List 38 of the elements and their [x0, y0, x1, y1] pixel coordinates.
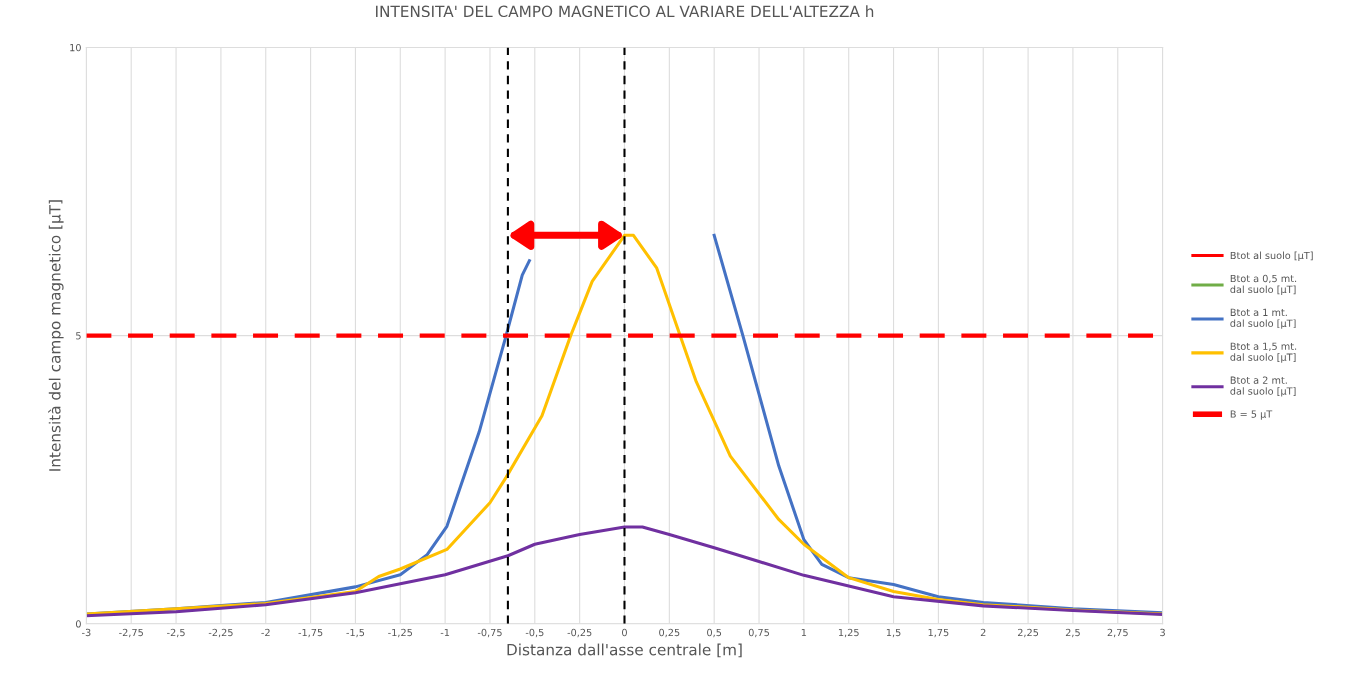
x-tick-label: 1,5 [886, 628, 901, 638]
x-tick-label: 2 [980, 628, 986, 637]
x-tick-label: -2,25 [208, 628, 233, 638]
legend-label: Btot a 2 mt. dal suolo [µT] [1230, 376, 1296, 397]
x-tick-label: -1,5 [346, 628, 365, 638]
x-tick-label: 2,25 [1017, 628, 1039, 638]
x-tick-label: 0,75 [748, 628, 769, 638]
x-tick-label: 2,5 [1065, 628, 1080, 638]
x-tick-label: 0,25 [659, 628, 680, 638]
x-tick-label: 2,75 [1107, 628, 1128, 638]
legend-label: Btot a 1,5 mt. dal suolo [µT] [1230, 342, 1297, 363]
chart-title: INTENSITA' DEL CAMPO MAGNETICO AL VARIARE DELL'ALTEZZA h [376, 5, 874, 18]
x-tick-label: 0,5 [707, 628, 722, 638]
y-tick-label: 10 [70, 43, 81, 52]
legend-label: B = 5 µT [1230, 410, 1273, 420]
x-tick-label: -2,5 [167, 628, 185, 638]
x-tick-label: -1,25 [388, 628, 412, 638]
legend-label: Btot a 1 mt. dal suolo [µT] [1230, 308, 1296, 329]
x-tick-label: 1,75 [928, 628, 949, 638]
y-tick-label: 5 [76, 332, 81, 340]
x-tick-label: 3 [1160, 628, 1165, 637]
x-tick-label: -2,75 [119, 628, 143, 638]
x-tick-label: -1,75 [298, 628, 323, 638]
x-tick-label: -0,25 [567, 628, 592, 638]
y-axis-title: Intensità del campo magnetico [µT] [48, 200, 64, 471]
x-tick-label: 1 [801, 628, 807, 637]
legend-label: Btot a 0,5 mt. dal suolo [µT] [1230, 274, 1297, 295]
x-tick-label: -0,5 [525, 628, 544, 638]
x-tick-label: -1 [440, 628, 450, 637]
y-tick-label: 0 [75, 620, 81, 628]
x-tick-label: 1,25 [838, 628, 859, 638]
x-tick-label: 0 [622, 628, 627, 637]
line-series [86, 525, 1163, 618]
x-tick-label: -3 [82, 628, 91, 637]
x-tick-label: -0,75 [477, 628, 502, 638]
legend-label: Btot al suolo [µT] [1230, 251, 1313, 261]
x-tick-label: -2 [261, 628, 270, 637]
x-axis-title: Distanza dall'asse centrale [m] [507, 643, 742, 658]
